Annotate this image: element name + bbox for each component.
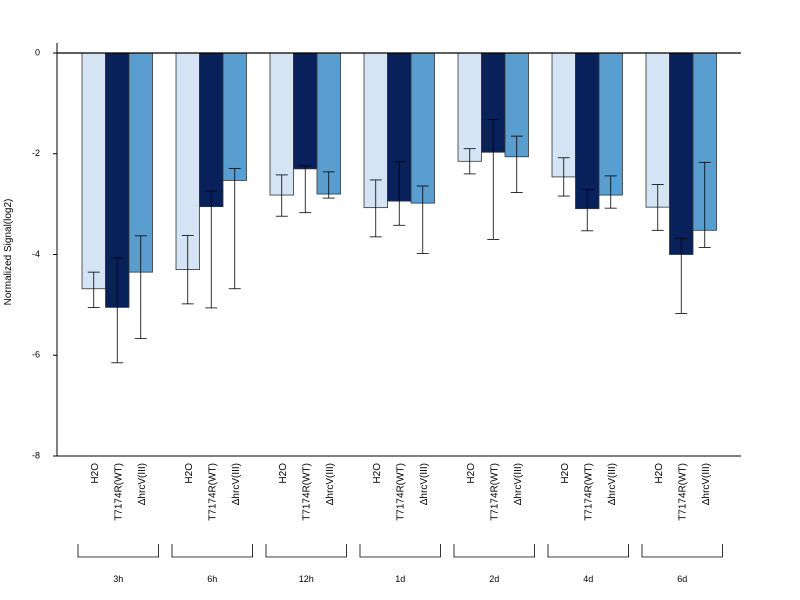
bar	[81, 52, 106, 290]
category-label: ΔhrcV(III)	[325, 463, 336, 505]
bar	[199, 52, 224, 208]
bar	[269, 52, 294, 196]
category-label: ΔhrcV(III)	[513, 463, 524, 505]
x-axis	[57, 52, 741, 457]
group-bracket	[547, 544, 629, 558]
bar	[293, 52, 318, 170]
category-label: H2O	[372, 463, 383, 484]
y-tick-label: 0	[35, 47, 40, 57]
y-tick-label: -6	[32, 350, 40, 360]
group-bracket	[265, 544, 347, 558]
category-label: H2O	[278, 463, 289, 484]
group-label: 3h	[113, 574, 123, 584]
group-label: 1d	[395, 574, 405, 584]
group-bracket	[77, 544, 159, 558]
y-axis-title: Normalized Signal(log2)	[3, 199, 14, 306]
y-tick-label: -8	[32, 450, 40, 460]
bar	[575, 52, 600, 210]
y-tick-label: -2	[32, 148, 40, 158]
group-label: 4d	[583, 574, 593, 584]
bar	[222, 52, 247, 181]
group-bracket	[171, 544, 253, 558]
category-label: ΔhrcV(III)	[137, 463, 148, 505]
bar	[669, 52, 694, 255]
group-brackets	[77, 544, 723, 558]
category-label: ΔhrcV(III)	[419, 463, 430, 505]
y-tick-label: -4	[32, 249, 40, 259]
category-label: H2O	[90, 463, 101, 484]
category-label: T7174R(WT)	[677, 463, 688, 521]
bar	[410, 52, 435, 204]
category-label: ΔhrcV(III)	[607, 463, 618, 505]
category-label: T7174R(WT)	[489, 463, 500, 521]
y-axis: 0 -2 -4 -6 -8	[32, 43, 58, 460]
category-label: H2O	[184, 463, 195, 484]
category-label: T7174R(WT)	[583, 463, 594, 521]
category-label: ΔhrcV(III)	[231, 463, 242, 505]
category-label: T7174R(WT)	[207, 463, 218, 521]
group-label: 6d	[677, 574, 687, 584]
category-label: H2O	[466, 463, 477, 484]
group-bracket	[359, 544, 441, 558]
category-labels: H2O T7174R(WT) ΔhrcV(III) H2O T7174R(WT) Δhrc…	[90, 463, 712, 521]
category-label: ΔhrcV(III)	[701, 463, 712, 505]
group-labels: 3h 6h 12h 1d 2d 4d 6d	[113, 574, 687, 584]
category-label: H2O	[560, 463, 571, 484]
category-label: T7174R(WT)	[113, 463, 124, 521]
error-bars	[87, 119, 711, 364]
bar	[645, 52, 670, 208]
bar	[598, 52, 623, 196]
group-bracket	[453, 544, 535, 558]
bars	[81, 52, 717, 308]
category-label: H2O	[654, 463, 665, 484]
group-label: 2d	[489, 574, 499, 584]
group-bracket	[641, 544, 723, 558]
bar	[457, 52, 482, 162]
group-label: 12h	[299, 574, 314, 584]
category-label: T7174R(WT)	[395, 463, 406, 521]
group-label: 6h	[207, 574, 217, 584]
category-label: T7174R(WT)	[301, 463, 312, 521]
